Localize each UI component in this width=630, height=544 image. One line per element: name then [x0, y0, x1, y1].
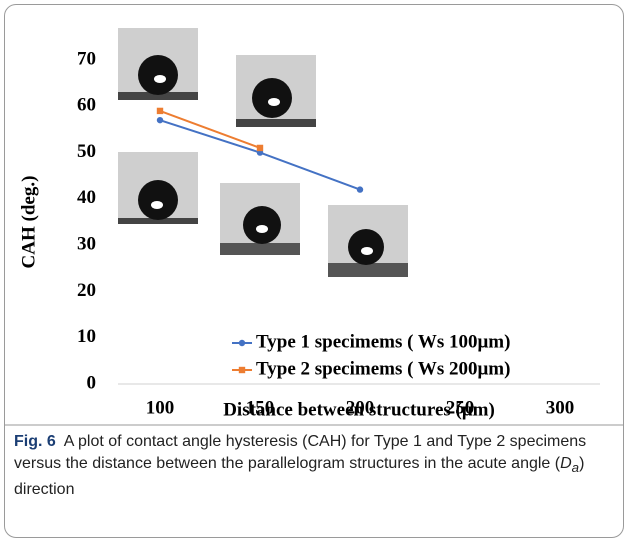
caption-subscript: a: [571, 460, 580, 476]
x-tick-label: 250: [446, 397, 475, 418]
legend-label: Type 2 specimems ( Ws 200μm): [256, 358, 510, 379]
x-tick-label: 200: [346, 397, 375, 418]
droplet-image: [220, 183, 300, 255]
y-tick-label: 40: [77, 187, 96, 208]
point: [356, 186, 364, 193]
legend-marker: [238, 339, 246, 347]
chart: CAH (deg.) Distance between structures (…: [4, 28, 624, 426]
y-axis-label: CAH (deg.): [18, 176, 39, 269]
y-tick-label: 60: [77, 95, 96, 116]
y-tick-label: 20: [77, 280, 96, 301]
caption-text: A plot of contact angle hysteresis (CAH)…: [14, 433, 587, 472]
x-axis-label: Distance between structures (μm): [223, 399, 495, 420]
droplet-images: [118, 28, 408, 277]
droplet-image: [236, 55, 316, 127]
legend-label: Type 1 specimems ( Ws 100μm): [256, 331, 510, 352]
point: [256, 144, 264, 152]
droplet-image: [328, 205, 408, 277]
y-tick-label: 30: [77, 234, 96, 255]
point: [156, 107, 164, 115]
y-tick-label: 70: [77, 48, 96, 69]
caption: Fig. 6 A plot of contact angle hysteresi…: [14, 431, 618, 501]
droplet-image: [118, 152, 198, 224]
droplet-image: [118, 28, 198, 100]
caption-label: Fig. 6: [14, 433, 56, 450]
x-tick-label: 150: [246, 397, 275, 418]
y-tick-label: 50: [77, 141, 96, 162]
y-tick-label: 10: [77, 326, 96, 347]
caption-symbol: D: [560, 455, 572, 472]
legend-marker: [238, 366, 246, 374]
figure-frame: [4, 4, 624, 538]
x-tick-label: 100: [146, 397, 175, 418]
series-line: [159, 109, 261, 149]
x-tick-label: 300: [546, 397, 575, 418]
point: [156, 116, 164, 124]
y-tick-label: 0: [87, 372, 97, 393]
caption-text-end: ) direction: [14, 455, 585, 499]
